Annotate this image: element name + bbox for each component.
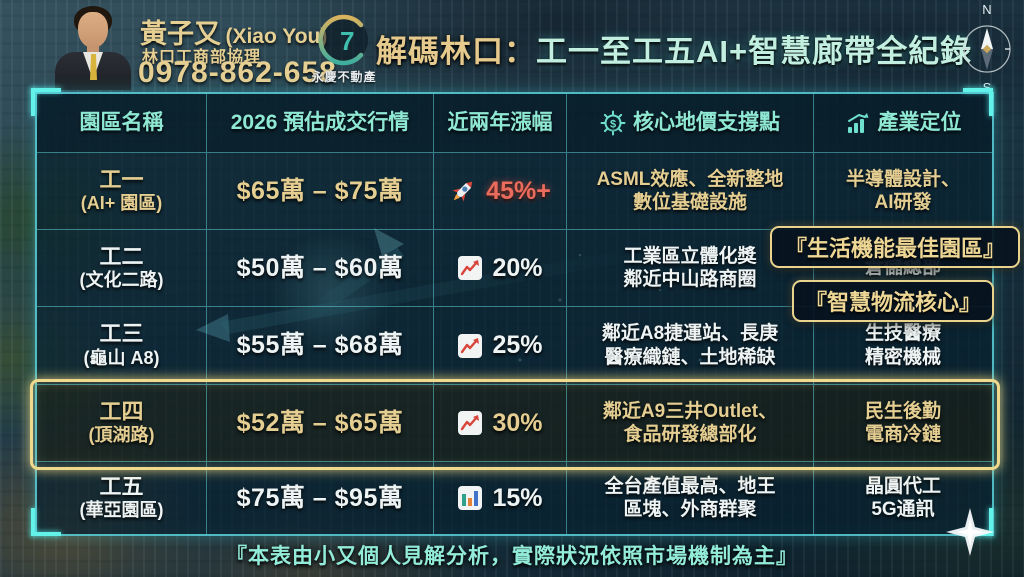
badge-best-livability: 『生活機能最佳園區』	[770, 226, 1020, 268]
table-row-price: $52萬 – $65萬	[207, 385, 434, 462]
bar-chart-icon	[458, 486, 483, 510]
col-header-zone: 園區名稱	[37, 94, 207, 153]
svg-text:N: N	[982, 2, 991, 17]
table-row-zone: 工四 (頂湖路)	[37, 385, 207, 462]
table-row-price: $65萬 – $75萬	[207, 153, 434, 230]
agent-name-en: (Xiao You)	[225, 25, 328, 48]
table-row-zone: 工一 (AI+ 園區)	[37, 153, 207, 230]
col-header-price: 2026 預估成交行情	[207, 94, 434, 153]
table-row-growth: 20%	[434, 230, 567, 307]
table-row-support: ASML效應、全新整地 數位基礎設施	[567, 153, 814, 230]
agent-name: 黃子又	[140, 19, 221, 49]
agent-name-line: 黃子又 (Xiao You)	[140, 12, 327, 51]
col-header-support: $ 核心地價支撐點	[567, 94, 814, 153]
compass-icon: N S	[963, 2, 1011, 94]
table-row-price: $50萬 – $60萬	[207, 230, 434, 307]
brand-name: 永慶不動產	[311, 70, 377, 84]
agent-role: 林口工商部協理	[142, 49, 262, 66]
badge-smart-logistics: 『智慧物流核心』	[792, 280, 994, 322]
brand-logo-icon: 7	[318, 14, 368, 66]
chart-up-icon	[458, 411, 483, 435]
table-row-growth: 25%	[434, 307, 567, 385]
chart-up-icon	[458, 333, 483, 358]
svg-text:7: 7	[340, 26, 354, 56]
col-header-industry: 產業定位	[814, 94, 992, 153]
agent-phone: 0978-862-658	[138, 56, 337, 89]
chart-up-icon	[458, 256, 483, 280]
col-header-growth: 近兩年漲幅	[434, 94, 567, 153]
table-row-support: 全台產值最高、地王 區塊、外商群聚	[567, 462, 814, 534]
sparkle-icon	[946, 508, 994, 556]
svg-text:S: S	[983, 80, 992, 94]
agent-photo	[52, 2, 134, 90]
page-title: 解碼林口：工一至工五AI+智慧廊帶全紀錄	[376, 26, 972, 71]
table-row-industry: 晶圓代工 5G通訊	[814, 462, 992, 534]
table-row-zone: 工二 (文化二路)	[37, 230, 207, 307]
table-row-growth: 30%	[434, 385, 567, 462]
table-row-support: 鄰近A9三井Outlet、 食品研發總部化	[567, 385, 814, 462]
table-row-industry: 半導體設計、 AI研發	[814, 153, 992, 230]
title-prefix: 解碼林口：	[376, 34, 536, 69]
table-row-price: $75萬 – $95萬	[207, 462, 434, 534]
svg-text:$: $	[610, 119, 616, 131]
disclaimer-text: 『本表由小又個人見解分析，實際狀況依照市場機制為主』	[226, 545, 798, 568]
rocket-icon	[452, 181, 473, 202]
title-main: 工一至工五AI+智慧廊帶全紀錄	[536, 34, 973, 69]
table-row-price: $55萬 – $68萬	[207, 307, 434, 385]
table-row-industry: 民生後勤 電商冷鏈	[814, 385, 992, 462]
table-row-zone: 工五 (華亞園區)	[37, 462, 207, 534]
growth-chart-icon	[847, 113, 868, 133]
table-row-support: 鄰近A8捷運站、長庚 醫療織鏈、土地稀缺	[567, 307, 814, 385]
table-row-growth: 15%	[434, 462, 567, 534]
gear-dollar-icon: $	[600, 110, 626, 136]
table-row-growth: 45%+	[434, 153, 567, 230]
table-row-zone: 工三 (龜山 A8)	[37, 307, 207, 385]
